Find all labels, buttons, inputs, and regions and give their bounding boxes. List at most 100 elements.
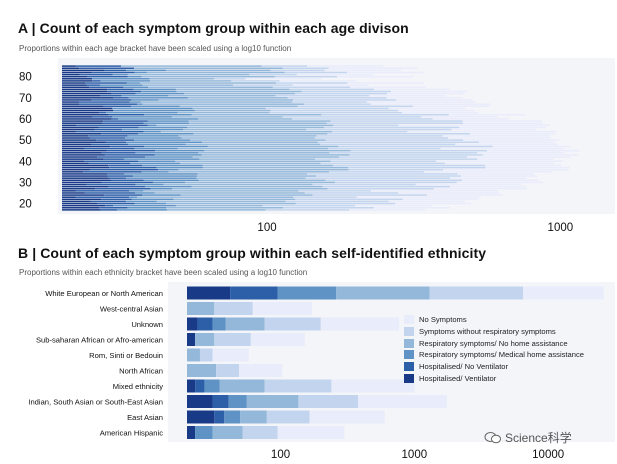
ethnicity-bar-segment bbox=[252, 302, 313, 315]
age-bar-segment bbox=[126, 141, 203, 143]
age-bar-segment bbox=[315, 158, 478, 160]
age-bar-segment bbox=[62, 101, 79, 103]
x-tick-label: 100 bbox=[271, 449, 290, 461]
age-bar-segment bbox=[173, 198, 296, 201]
age-bar-segment bbox=[289, 88, 374, 91]
age-bar-segment bbox=[296, 73, 373, 76]
age-bar-segment bbox=[118, 118, 199, 120]
age-bar-segment bbox=[324, 69, 401, 72]
age-bar-segment bbox=[78, 101, 130, 103]
age-bar-segment bbox=[283, 207, 374, 209]
age-bar-segment bbox=[272, 86, 351, 89]
age-bar-segment bbox=[62, 173, 108, 175]
age-bar-segment bbox=[101, 133, 139, 135]
age-bar-segment bbox=[88, 135, 128, 137]
legend-label: No Symptoms bbox=[419, 315, 467, 325]
age-bar-segment bbox=[122, 128, 184, 131]
age-bar-segment bbox=[112, 73, 128, 76]
age-bar-segment bbox=[477, 158, 554, 160]
legend-swatch bbox=[404, 373, 414, 383]
age-bar-segment bbox=[423, 171, 552, 173]
age-bar-segment bbox=[330, 120, 463, 122]
age-bar-segment bbox=[459, 126, 546, 129]
age-bar-segment bbox=[62, 162, 89, 165]
age-bar-segment bbox=[62, 126, 99, 129]
age-bar-segment bbox=[123, 158, 200, 160]
age-bar-segment bbox=[396, 99, 473, 101]
age-bar-segment bbox=[177, 111, 270, 114]
ethnicity-bar-segment bbox=[309, 410, 385, 424]
age-bar-segment bbox=[75, 65, 121, 67]
ethnicity-bar-segment bbox=[219, 379, 265, 393]
age-bar-segment bbox=[62, 177, 109, 179]
age-bar-segment bbox=[338, 145, 493, 148]
age-bar-segment bbox=[105, 141, 127, 143]
ethnicity-bar-segment bbox=[214, 302, 253, 315]
age-bar-segment bbox=[192, 107, 266, 110]
age-bar-segment bbox=[322, 185, 451, 188]
ethnicity-bar-segment bbox=[187, 302, 215, 315]
y-tick-label: 40 bbox=[19, 156, 32, 168]
age-bar-segment bbox=[62, 149, 107, 152]
ethnicity-bar-segment bbox=[239, 364, 283, 377]
age-bar-segment bbox=[79, 103, 138, 105]
age-bar-segment bbox=[178, 168, 349, 171]
age-bar-segment bbox=[298, 190, 372, 192]
age-bar-segment bbox=[275, 94, 370, 97]
age-bar-segment bbox=[107, 88, 134, 91]
age-bar-segment bbox=[130, 162, 180, 165]
age-bar-segment bbox=[177, 147, 329, 150]
age-bar-segment bbox=[88, 162, 131, 165]
age-bar-segment bbox=[188, 120, 331, 122]
age-bar-segment bbox=[75, 190, 130, 192]
age-bar-segment bbox=[433, 187, 528, 190]
age-bar-segment bbox=[440, 147, 564, 150]
legend-label: Symptoms without respiratory symptoms bbox=[419, 327, 556, 337]
age-bar-segment bbox=[196, 177, 306, 179]
age-bar-segment bbox=[134, 139, 191, 141]
age-bar-segment bbox=[92, 78, 150, 80]
age-bar-segment bbox=[62, 192, 85, 194]
age-bar-segment bbox=[369, 94, 446, 97]
age-bar-segment bbox=[163, 183, 313, 186]
age-bar-segment bbox=[140, 101, 293, 103]
age-bar-segment bbox=[105, 204, 114, 207]
age-bar-segment bbox=[101, 181, 153, 184]
age-bar-segment bbox=[295, 202, 396, 205]
age-bar-segment bbox=[435, 160, 563, 163]
age-bar-segment bbox=[79, 67, 135, 69]
age-bar-segment bbox=[146, 71, 285, 74]
age-bar-segment bbox=[62, 147, 85, 150]
age-bar-segment bbox=[85, 82, 127, 84]
age-bar-segment bbox=[305, 177, 451, 179]
age-bar-segment bbox=[104, 154, 155, 156]
age-bar-segment bbox=[145, 156, 193, 158]
age-bar-segment bbox=[62, 175, 108, 177]
x-tick-label: 1000 bbox=[548, 222, 574, 234]
ethnicity-bar-segment bbox=[225, 317, 265, 331]
age-bar-segment bbox=[98, 111, 107, 114]
age-bar-segment bbox=[107, 173, 125, 175]
age-bar-segment bbox=[152, 181, 186, 184]
age-bar-segment bbox=[154, 154, 202, 156]
age-bar-segment bbox=[181, 137, 315, 139]
ethnicity-bar-segment bbox=[197, 317, 213, 331]
age-bar-segment bbox=[166, 207, 284, 209]
age-bar-segment bbox=[62, 94, 101, 97]
ethnicity-bar-segment bbox=[320, 317, 400, 331]
age-bar-segment bbox=[108, 164, 143, 167]
age-bar-segment bbox=[126, 69, 167, 72]
y-tick-label: 70 bbox=[19, 93, 32, 105]
age-bar-segment bbox=[347, 71, 424, 74]
age-bar-segment bbox=[108, 177, 127, 179]
panel-b-subtitle: Proportions within each ethnicity bracke… bbox=[19, 268, 308, 277]
age-bar-segment bbox=[213, 78, 246, 80]
ethnicity-bar-segment bbox=[228, 395, 247, 408]
age-bar-segment bbox=[62, 86, 90, 89]
age-bar-segment bbox=[62, 84, 87, 86]
age-bar-segment bbox=[62, 92, 112, 95]
ethnicity-bar-segment bbox=[212, 317, 226, 331]
age-bar-segment bbox=[349, 209, 426, 211]
age-bar-segment bbox=[321, 113, 449, 116]
age-bar-segment bbox=[143, 179, 199, 182]
